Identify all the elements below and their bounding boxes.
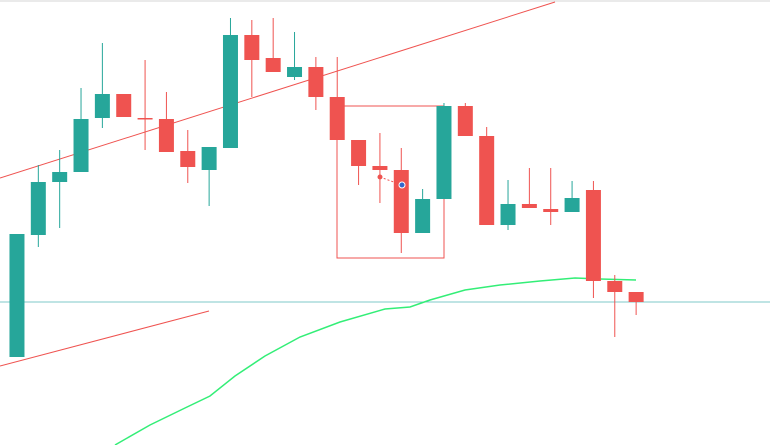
- candle-body: [479, 136, 495, 225]
- candle-body: [265, 58, 281, 72]
- candle-body: [543, 209, 559, 212]
- candle-body: [308, 67, 324, 97]
- moving-average: [114, 277, 637, 445]
- candle-body: [180, 151, 196, 167]
- path-start: [377, 174, 383, 180]
- selection-rectangle: [336, 105, 445, 259]
- trend-line: [0, 1, 556, 179]
- candle-body: [222, 35, 238, 148]
- candle-body: [564, 198, 580, 212]
- candle-body: [52, 172, 68, 182]
- candle-body: [351, 140, 367, 166]
- candle-body: [372, 166, 388, 170]
- candle-body: [500, 204, 516, 225]
- candle-body: [137, 118, 153, 120]
- candle-body: [9, 234, 25, 357]
- candle-body: [457, 106, 473, 136]
- candle-body: [415, 199, 431, 233]
- candle-body: [94, 94, 110, 118]
- path-end: [398, 181, 406, 189]
- candle-body: [521, 204, 537, 208]
- candle-body: [158, 119, 174, 152]
- candle-body: [116, 94, 132, 117]
- candle-body: [607, 281, 623, 292]
- candles: [9, 18, 644, 357]
- candle-body: [329, 97, 345, 140]
- candle-body: [436, 106, 452, 199]
- candle-body: [287, 67, 303, 77]
- trend-line: [0, 310, 210, 367]
- candle-body: [628, 292, 644, 302]
- candle-body: [73, 119, 89, 172]
- candle-body: [201, 147, 217, 170]
- candle-body: [30, 182, 46, 235]
- candle-body: [585, 190, 601, 281]
- candle-body: [244, 35, 260, 60]
- candle-body: [393, 170, 409, 233]
